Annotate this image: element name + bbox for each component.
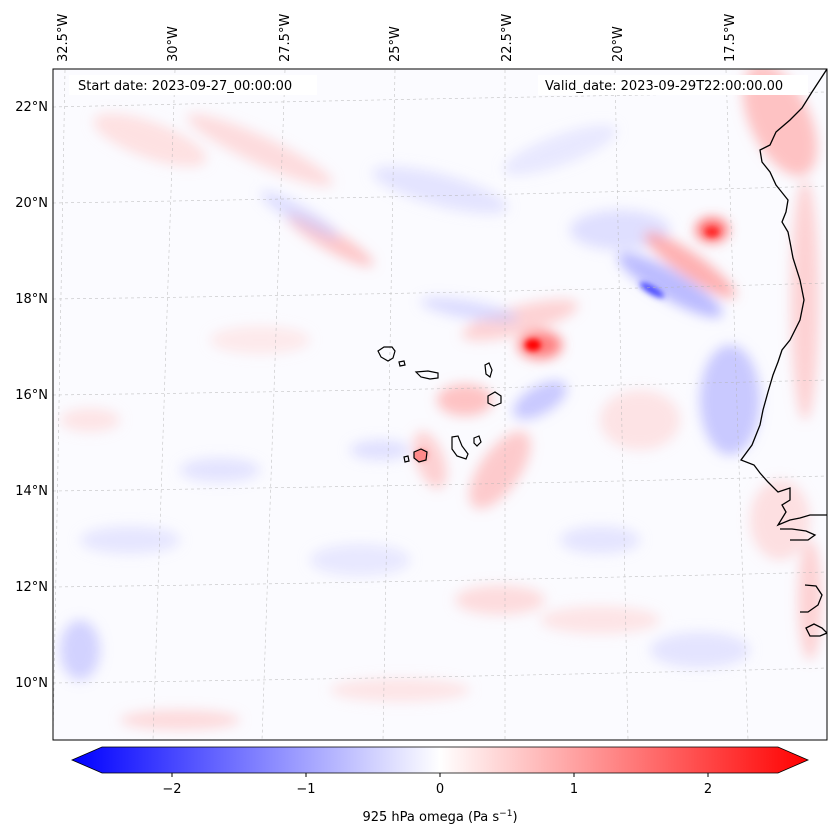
lat-label-4: 14°N bbox=[15, 484, 48, 499]
colorbar-tick-label-0: −2 bbox=[162, 782, 181, 797]
start-date-label: Start date: 2023-09-27_00:00:00 bbox=[78, 79, 292, 94]
start-date-box bbox=[69, 75, 317, 95]
lat-label-1: 20°N bbox=[15, 196, 48, 211]
omega-field bbox=[60, 69, 822, 730]
lat-label-6: 10°N bbox=[15, 676, 48, 691]
colorbar-bar bbox=[70, 746, 810, 774]
cape-verde-islands bbox=[377, 346, 502, 463]
island-santiago bbox=[451, 435, 469, 460]
island-fogo bbox=[413, 448, 428, 463]
lat-label-5: 12°N bbox=[15, 580, 48, 595]
island-brava bbox=[403, 455, 410, 463]
lon-label-4: 22.5°W bbox=[500, 14, 515, 62]
map-panel: Start date: 2023-09-27_00:00:00 Valid_da… bbox=[53, 69, 827, 740]
island-boa-vista bbox=[487, 391, 502, 407]
colorbar-tick-label-1: −1 bbox=[296, 782, 315, 797]
colorbar-tick-label-2: 0 bbox=[436, 782, 444, 797]
lon-label-2: 27.5°W bbox=[278, 14, 293, 62]
date-stamps: Start date: 2023-09-27_00:00:00 Valid_da… bbox=[69, 75, 808, 95]
island-sao-vicente bbox=[398, 360, 406, 367]
colorbar-title-exponent: −1 bbox=[499, 809, 512, 819]
gridlines bbox=[53, 69, 827, 740]
coastline bbox=[739, 69, 827, 637]
africa-coast bbox=[739, 69, 827, 527]
island-santo-antao bbox=[377, 346, 396, 362]
lon-label-0: 32.5°W bbox=[56, 14, 71, 62]
island-sal bbox=[484, 362, 493, 379]
coast-inlets bbox=[780, 528, 827, 637]
valid-date-box bbox=[538, 75, 808, 95]
lon-label-1: 30°W bbox=[166, 26, 181, 62]
lat-label-2: 18°N bbox=[15, 292, 48, 307]
longitude-labels: 32.5°W 30°W 27.5°W 25°W 22.5°W 20°W 17.5… bbox=[56, 14, 738, 62]
latitude-labels: 22°N 20°N 18°N 16°N 14°N 12°N 10°N bbox=[15, 100, 48, 691]
colorbar-tick-label-3: 1 bbox=[570, 782, 578, 797]
map-frame bbox=[52, 68, 828, 741]
island-sao-nicolau bbox=[414, 370, 439, 380]
colorbar-tick-label-4: 2 bbox=[704, 782, 712, 797]
colorbar-title: 925 hPa omega (Pa s−1) bbox=[362, 809, 517, 825]
lon-label-6: 17.5°W bbox=[723, 14, 738, 62]
colorbar-ticks bbox=[171, 773, 709, 777]
lat-label-0: 22°N bbox=[15, 100, 48, 115]
lon-label-3: 25°W bbox=[388, 26, 403, 62]
island-maio bbox=[473, 435, 482, 447]
colorbar-title-end: ) bbox=[512, 810, 517, 825]
lat-label-3: 16°N bbox=[15, 388, 48, 403]
valid-date-label: Valid_date: 2023-09-29T22:00:00.00 bbox=[545, 79, 783, 94]
colorbar-title-main: 925 hPa omega (Pa s bbox=[362, 810, 499, 825]
lon-label-5: 20°W bbox=[611, 26, 626, 62]
colorbar: −2 −1 0 1 2 925 hPa omega (Pa s−1) bbox=[70, 746, 810, 825]
